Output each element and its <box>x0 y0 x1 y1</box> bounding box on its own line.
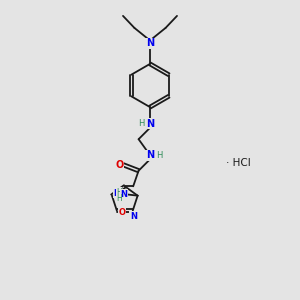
Text: N: N <box>121 190 128 199</box>
Text: H: H <box>138 119 144 128</box>
Text: · HCl: · HCl <box>226 158 251 169</box>
Text: H: H <box>156 151 162 160</box>
Text: N: N <box>146 38 154 49</box>
Text: O: O <box>119 208 126 217</box>
Text: H: H <box>116 194 122 203</box>
Text: N: N <box>146 118 154 129</box>
Text: N: N <box>130 212 137 220</box>
Text: O: O <box>115 160 124 170</box>
Text: N: N <box>146 150 154 160</box>
Text: N: N <box>113 189 120 198</box>
Text: H: H <box>116 188 122 196</box>
